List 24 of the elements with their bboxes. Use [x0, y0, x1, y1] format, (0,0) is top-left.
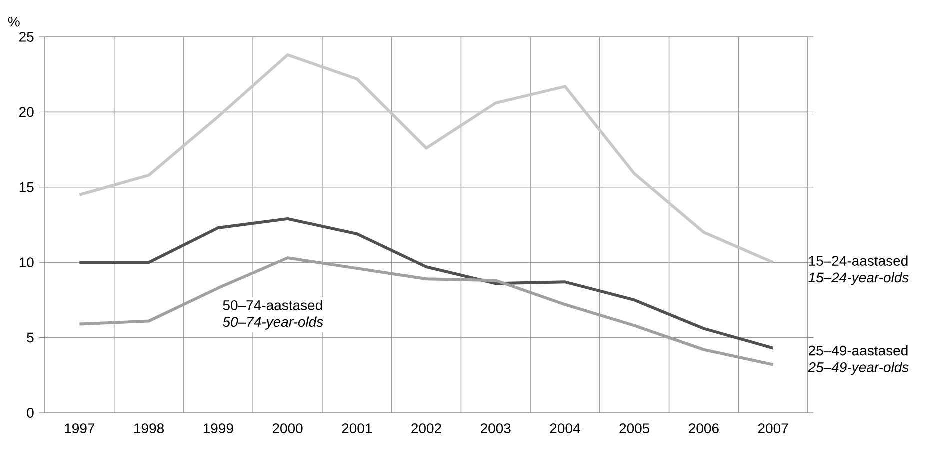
text: 25–49-aastased 25–49-year-olds: [808, 345, 909, 376]
y-tick-label: 25: [20, 32, 34, 42]
line-series: [78, 54, 775, 264]
y-tick-label: 15: [20, 182, 34, 192]
series-label: 50–74-aastased 50–74-year-olds: [223, 300, 324, 330]
x-tick-label: 2002: [412, 424, 442, 434]
y-tick-label: 5: [27, 332, 34, 343]
x-tick-label: 2004: [550, 424, 580, 434]
y-tick-label: 20: [20, 107, 34, 118]
x-tick-label: 2005: [620, 424, 650, 434]
x-tick-label: 1999: [204, 424, 234, 434]
x-tick-label: 1998: [134, 424, 164, 434]
x-tick-label: 2000: [272, 424, 303, 434]
x-tick-label: 2007: [758, 424, 788, 434]
y-tick-label: 10: [20, 258, 34, 268]
x-tick-label: 1997: [65, 424, 95, 434]
text: 15–24-aastased 15–24-year-olds: [808, 256, 909, 286]
line-series: [78, 218, 775, 350]
x-tick-label: 2006: [689, 424, 719, 434]
y-axis-title: %: [8, 16, 20, 27]
line-series: [78, 256, 775, 366]
x-tick-label: 2001: [342, 424, 372, 434]
y-tick-label: 0: [27, 408, 34, 418]
x-tick-label: 2003: [481, 424, 511, 434]
